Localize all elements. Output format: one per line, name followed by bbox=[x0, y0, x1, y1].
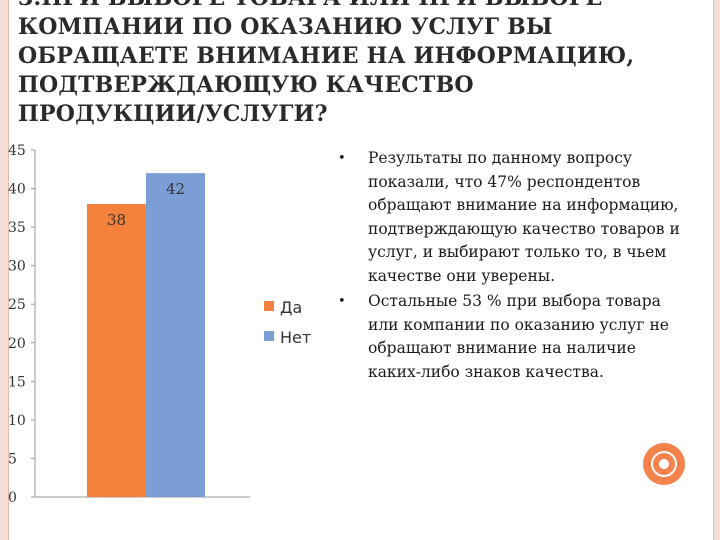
decorative-ring-icon bbox=[651, 451, 677, 477]
y-tick-label: 10 bbox=[8, 413, 26, 429]
legend-label: Нет bbox=[280, 328, 311, 347]
title-line: ПОДТВЕРЖДАЮЩУЮ КАЧЕСТВО bbox=[18, 72, 474, 98]
y-tick-label: 25 bbox=[8, 297, 26, 313]
bullet-item: • Результаты по данному вопросу показали… bbox=[336, 147, 688, 288]
y-tick-label: 35 bbox=[8, 220, 26, 236]
bar-chart: 0 5 10 15 20 25 30 35 40 45 38 42 Да Нет bbox=[8, 143, 311, 506]
y-tick-label: 5 bbox=[8, 451, 17, 467]
y-tick-label: 30 bbox=[8, 259, 26, 275]
legend-swatch bbox=[264, 301, 274, 311]
decorative-dot-icon bbox=[659, 459, 669, 469]
slide-frame-right-line bbox=[713, 0, 714, 540]
bullet-text: Остальные 53 % при выбора товара или ком… bbox=[368, 292, 669, 381]
title-line: ОБРАЩАЕТЕ ВНИМАНИЕ НА ИНФОРМАЦИЮ, bbox=[18, 43, 635, 69]
legend-label: Да bbox=[280, 298, 302, 317]
bar-da bbox=[87, 203, 146, 497]
y-tick-label: 40 bbox=[8, 182, 26, 198]
legend-swatch bbox=[264, 331, 274, 341]
slide-frame-left-line bbox=[8, 0, 9, 540]
slide-title: 3.ПРИ ВЫБОРЕ ТОВАРА ИЛИ ПРИ ВЫБОРЕ КОМПА… bbox=[18, 0, 708, 129]
bullet-item: • Остальные 53 % при выбора товара или к… bbox=[336, 290, 688, 384]
bar-net bbox=[146, 173, 205, 497]
bullet-list: • Результаты по данному вопросу показали… bbox=[336, 147, 688, 386]
bullet-icon: • bbox=[338, 294, 346, 309]
y-tick-label: 45 bbox=[8, 143, 26, 159]
bullet-text: Результаты по данному вопросу показали, … bbox=[368, 149, 680, 285]
title-line: 3.ПРИ ВЫБОРЕ ТОВАРА ИЛИ ПРИ ВЫБОРЕ bbox=[18, 0, 708, 13]
bar-data-label: 38 bbox=[107, 211, 126, 229]
bar-data-label: 42 bbox=[166, 180, 185, 198]
title-line: КОМПАНИИ ПО ОКАЗАНИЮ УСЛУГ ВЫ bbox=[18, 14, 553, 40]
y-tick-label: 0 bbox=[8, 490, 17, 506]
slide-frame-left bbox=[0, 0, 8, 540]
slide-frame-right bbox=[714, 0, 720, 540]
bullet-icon: • bbox=[338, 151, 346, 166]
y-tick-label: 20 bbox=[8, 336, 26, 352]
title-line: ПРОДУКЦИИ/УСЛУГИ? bbox=[18, 101, 328, 127]
y-tick-label: 15 bbox=[8, 374, 26, 390]
